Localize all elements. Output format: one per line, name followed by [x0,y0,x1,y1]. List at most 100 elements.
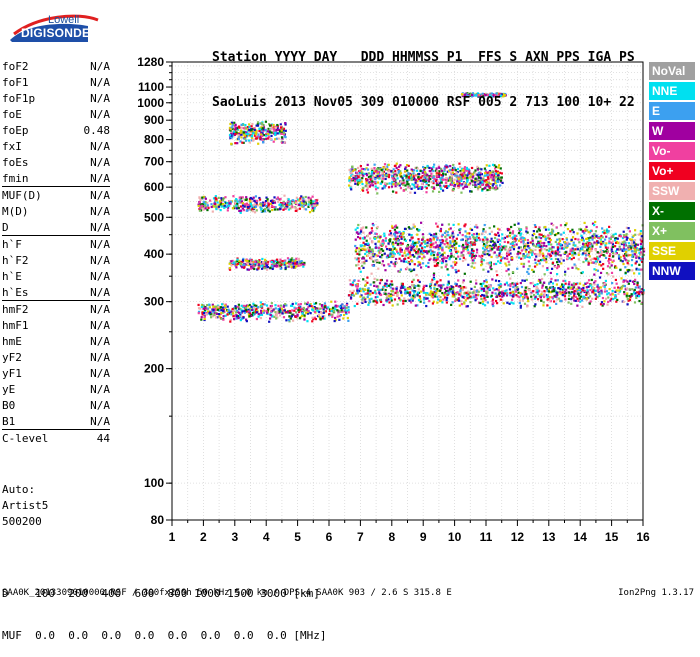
echo-point [491,248,493,250]
echo-point [602,263,604,265]
echo-point [401,255,403,257]
echo-point [498,239,500,241]
echo-point [396,262,398,264]
echo-point [367,235,369,237]
echo-point [591,245,593,247]
echo-point [495,270,497,272]
echo-point [623,255,625,257]
echo-point [240,205,242,207]
echo-point [567,268,569,270]
echo-point [629,299,631,301]
echo-point [503,302,505,304]
echo-point [573,242,575,244]
echo-point [592,290,594,292]
echo-point [413,223,415,225]
echo-point [556,298,558,300]
echo-point [429,170,431,172]
echo-point [578,252,580,254]
echo-point [378,247,380,249]
echo-point [495,292,497,294]
echo-point [355,285,357,287]
echo-point [520,263,522,265]
echo-point [300,303,302,305]
echo-point [366,251,368,253]
echo-point [449,250,451,252]
echo-point [433,178,435,180]
echo-point [556,292,558,294]
echo-point [462,281,464,283]
echo-point [595,263,597,265]
echo-point [283,195,285,197]
echo-point [531,269,533,271]
echo-point [419,281,421,283]
echo-point [554,266,556,268]
echo-point [443,167,445,169]
echo-point [604,244,606,246]
echo-point [595,258,597,260]
echo-point [578,258,580,260]
echo-point [314,311,316,313]
echo-point [497,260,499,262]
echo-point [410,249,412,251]
echo-point [495,170,497,172]
echo-point [469,245,471,247]
echo-point [579,297,581,299]
echo-point [362,237,364,239]
echo-point [285,262,287,264]
echo-point [295,302,297,304]
echo-point [451,169,453,171]
echo-point [437,254,439,256]
echo-point [395,249,397,251]
echo-point [354,257,356,259]
echo-point [385,178,387,180]
echo-point [413,184,415,186]
echo-point [579,282,581,284]
echo-point [418,288,420,290]
echo-point [362,175,364,177]
echo-point [424,246,426,248]
echo-point [591,238,593,240]
echo-point [423,298,425,300]
echo-point [544,294,546,296]
echo-point [611,282,613,284]
echo-point [634,301,636,303]
echo-point [509,235,511,237]
echo-point [560,286,562,288]
echo-point [217,201,219,203]
echo-point [572,287,574,289]
echo-point [576,298,578,300]
echo-point [357,224,359,226]
echo-point [545,239,547,241]
echo-point [441,266,443,268]
echo-point [285,267,287,269]
echo-point [221,205,223,207]
echo-point [229,267,231,269]
echo-point [520,229,522,231]
echo-point [567,287,569,289]
echo-point [236,201,238,203]
echo-point [242,205,244,207]
echo-point [435,259,437,261]
echo-point [315,302,317,304]
echo-point [477,168,479,170]
echo-point [568,243,570,245]
echo-point [631,259,633,261]
echo-point [364,301,366,303]
echo-point [573,263,575,265]
echo-point [464,177,466,179]
echo-point [200,319,202,321]
echo-point [375,247,377,249]
echo-point [331,310,333,312]
echo-point [452,240,454,242]
echo-point [441,292,443,294]
echo-point [436,170,438,172]
echo-point [241,266,243,268]
echo-point [516,256,518,258]
echo-point [269,317,271,319]
echo-point [543,242,545,244]
echo-point [523,265,525,267]
echo-point [361,265,363,267]
echo-point [561,283,563,285]
echo-point [236,142,238,144]
echo-point [600,253,602,255]
